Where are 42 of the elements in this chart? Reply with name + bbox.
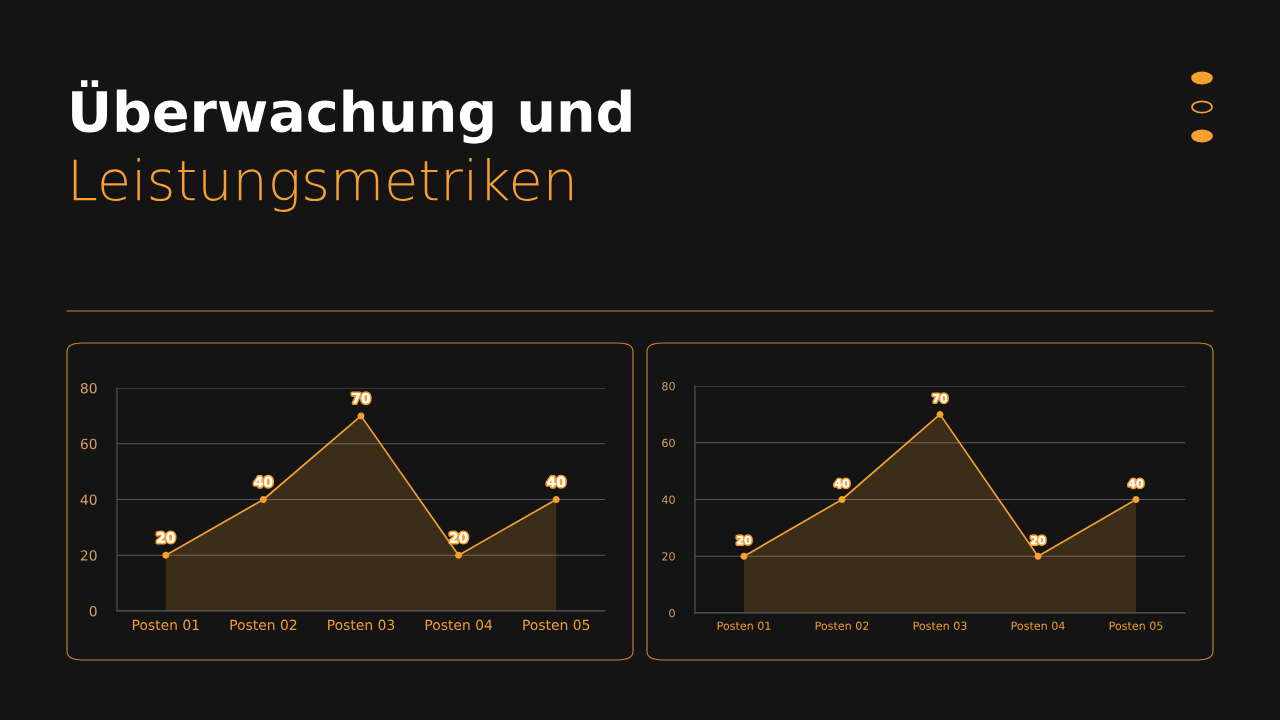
y-tick-label: 20 (662, 552, 675, 561)
data-label: 40 (834, 479, 850, 488)
x-tick-label: Posten 02 (230, 619, 297, 631)
point (357, 412, 365, 420)
data-label: 20 (157, 532, 175, 543)
x-tick-label: Posten 04 (1011, 621, 1065, 630)
point (936, 410, 944, 418)
y-tick-label: 80 (662, 381, 675, 391)
y-tick-label: 20 (80, 550, 97, 561)
y-tick-label: 80 (80, 382, 97, 394)
x-tick-label: Posten 04 (425, 619, 493, 631)
y-tick-label: 60 (80, 438, 97, 450)
x-tick-label: Posten 03 (328, 619, 395, 631)
y-tick-label: 0 (669, 608, 675, 618)
data-label: 20 (1031, 535, 1046, 545)
chart-title: Überwachung und (72, 80, 631, 144)
data-label: 70 (352, 392, 370, 404)
data-label: 40 (254, 476, 273, 488)
y-tick-label: 40 (80, 494, 97, 505)
x-tick-label: Posten 01 (132, 619, 199, 631)
data-label: 40 (547, 476, 566, 488)
data-label: 20 (450, 532, 468, 543)
data-label: 20 (737, 535, 752, 545)
x-tick-label: Posten 03 (913, 621, 967, 630)
x-tick-label: Posten 05 (1109, 621, 1163, 630)
point (1132, 496, 1140, 503)
point (1034, 552, 1042, 560)
x-tick-label: Posten 01 (717, 621, 771, 630)
data-label: 70 (933, 394, 948, 403)
y-tick-label: 40 (661, 495, 675, 504)
data-label: 40 (1128, 479, 1144, 488)
point (552, 496, 560, 503)
point (838, 496, 846, 503)
point (455, 551, 463, 559)
y-tick-label: 60 (662, 438, 675, 448)
point (740, 552, 748, 560)
y-tick-label: 0 (89, 605, 97, 617)
chart-subtitle: Leistungsmetriken (73, 158, 572, 212)
x-tick-label: Posten 02 (815, 621, 869, 630)
x-tick-label: Posten 05 (523, 619, 590, 631)
point (259, 496, 267, 503)
point (162, 551, 170, 559)
